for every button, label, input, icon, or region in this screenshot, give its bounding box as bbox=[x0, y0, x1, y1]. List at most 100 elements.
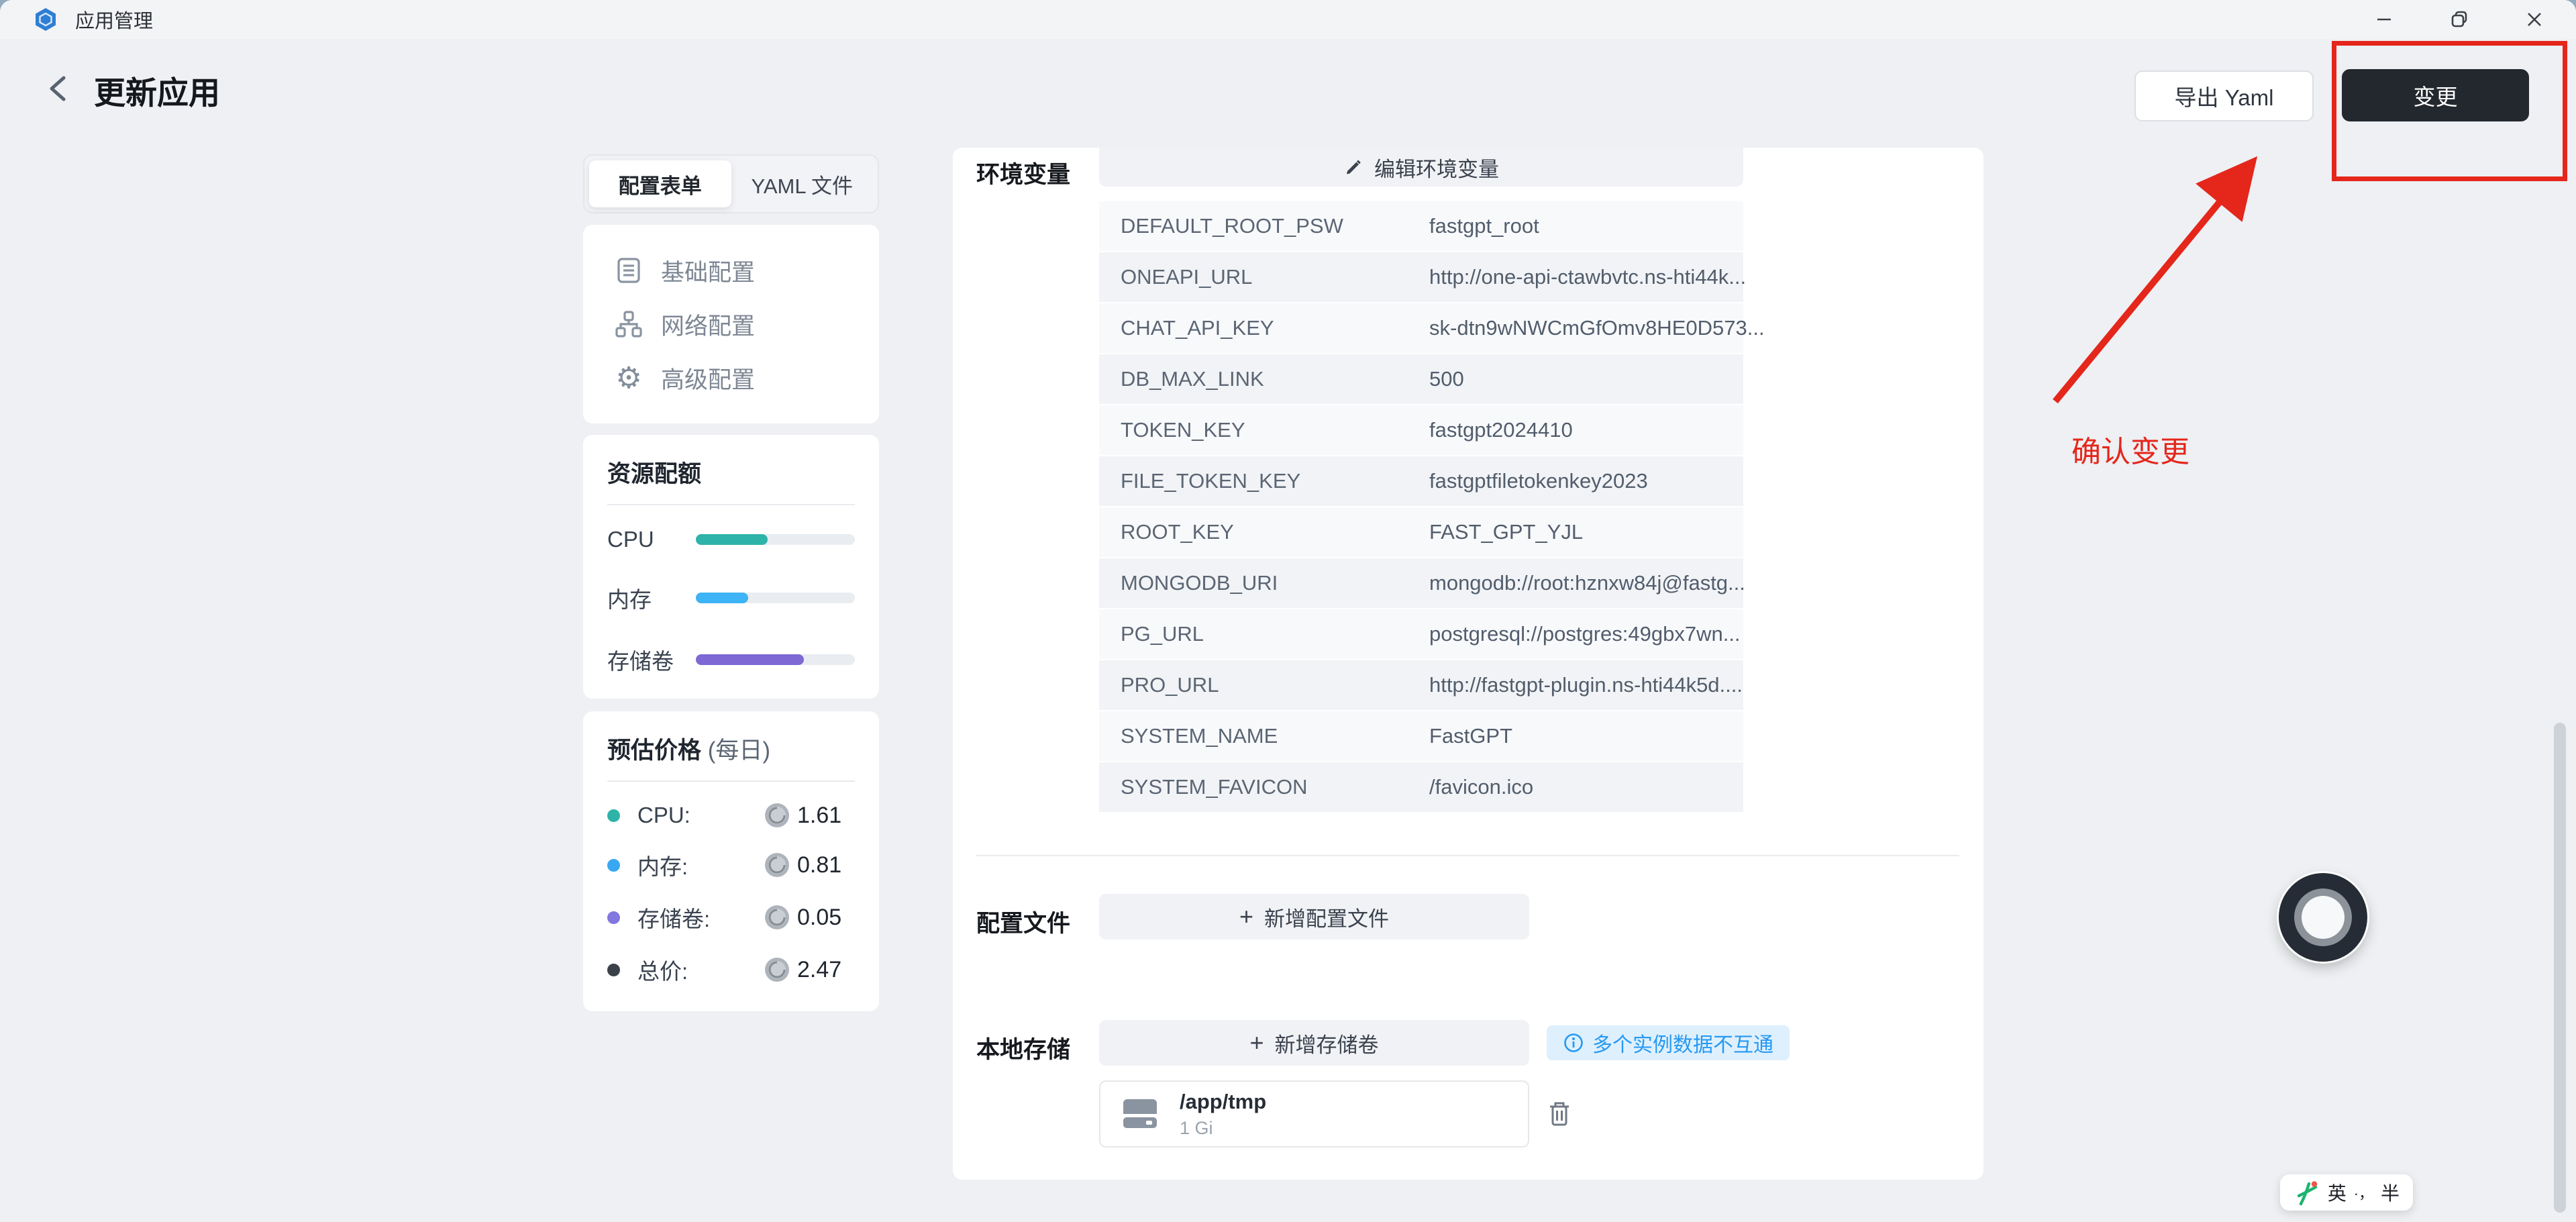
price-value: 0.05 bbox=[797, 904, 842, 930]
env-var-row: PRO_URL http://fastgpt-plugin.ns-hti44k5… bbox=[1099, 660, 1743, 710]
env-var-key: ONEAPI_URL bbox=[1121, 265, 1253, 289]
add-config-file-button[interactable]: + 新增配置文件 bbox=[1099, 894, 1529, 939]
apply-changes-button[interactable]: 变更 bbox=[2342, 69, 2529, 121]
quota-bar-track bbox=[696, 654, 855, 665]
local-storage-label: 本地存储 bbox=[976, 1037, 1071, 1063]
edit-pencil-icon bbox=[1347, 160, 1361, 174]
price-dot-icon bbox=[607, 858, 620, 872]
info-icon bbox=[1564, 1033, 1583, 1052]
config-files-section: 配置文件 + 新增配置文件 bbox=[953, 894, 1983, 939]
ime-language-toggle[interactable]: 英 bbox=[2327, 1183, 2347, 1204]
env-var-key: SYSTEM_NAME bbox=[1121, 724, 1278, 748]
coin-icon bbox=[765, 803, 789, 827]
gear-icon: ⚙ bbox=[615, 361, 642, 395]
nav-item-network-config[interactable]: 网络配置 bbox=[583, 297, 879, 351]
delete-volume-button[interactable] bbox=[1545, 1099, 1574, 1129]
quota-bar-track bbox=[696, 534, 855, 545]
env-var-value: 500 bbox=[1429, 367, 1464, 391]
nav-label: 高级配置 bbox=[661, 366, 756, 393]
tab-yaml-file[interactable]: YAML 文件 bbox=[751, 174, 854, 198]
nav-label: 网络配置 bbox=[661, 313, 756, 340]
tab-config-form[interactable]: 配置表单 bbox=[589, 160, 731, 207]
env-var-row: DEFAULT_ROOT_PSW fastgpt_root bbox=[1099, 201, 1743, 251]
coin-icon bbox=[765, 958, 789, 982]
ime-punctuation-toggle[interactable]: ·， bbox=[2353, 1185, 2374, 1202]
env-var-value: postgresql://postgres:49gbx7wn... bbox=[1429, 622, 1741, 646]
ime-status-bar: 英 ·， 半 bbox=[2280, 1174, 2413, 1211]
restore-button[interactable] bbox=[2422, 0, 2497, 39]
env-var-row: ROOT_KEY FAST_GPT_YJL bbox=[1099, 507, 1743, 557]
view-mode-tabs: 配置表单 YAML 文件 bbox=[583, 154, 879, 213]
ime-logo-icon[interactable] bbox=[2294, 1179, 2320, 1206]
env-var-key: MONGODB_URI bbox=[1121, 571, 1278, 595]
ring-core bbox=[2302, 896, 2345, 939]
config-nav: 基础配置 网络配置 ⚙ 高级配置 bbox=[583, 225, 879, 423]
quota-label: CPU bbox=[607, 527, 654, 552]
page-title: 更新应用 bbox=[94, 75, 220, 111]
quota-bar-fill bbox=[696, 534, 768, 545]
price-value: 1.61 bbox=[797, 802, 842, 828]
form-icon bbox=[617, 258, 640, 283]
storage-hint-badge[interactable]: 多个实例数据不互通 bbox=[1547, 1025, 1790, 1060]
edit-env-vars-label: 编辑环境变量 bbox=[1374, 157, 1499, 181]
estimated-price-card: 预估价格 (每日) CPU: 1.61 bbox=[583, 711, 879, 1011]
quota-label: 存储卷 bbox=[607, 649, 674, 674]
coin-icon bbox=[765, 905, 789, 929]
price-label: 内存: bbox=[637, 854, 688, 879]
volume-path: /app/tmp bbox=[1180, 1089, 1267, 1113]
env-var-value: fastgpt2024410 bbox=[1429, 418, 1573, 442]
window-controls bbox=[2347, 0, 2572, 39]
env-var-value: fastgpt_root bbox=[1429, 214, 1539, 238]
ring-middle bbox=[2294, 888, 2352, 946]
price-title-text: 预估价格 bbox=[607, 737, 702, 764]
edit-env-vars-button[interactable]: 编辑环境变量 bbox=[1099, 148, 1743, 187]
titlebar: 应用管理 bbox=[0, 0, 2576, 39]
add-volume-label: 新增存储卷 bbox=[1274, 1033, 1379, 1057]
export-yaml-button[interactable]: 导出 Yaml bbox=[2134, 70, 2314, 121]
vertical-scrollbar-thumb[interactable] bbox=[2554, 723, 2566, 1213]
price-title: 预估价格 (每日) bbox=[607, 731, 855, 782]
window-title: 应用管理 bbox=[75, 11, 154, 32]
env-var-row: TOKEN_KEY fastgpt2024410 bbox=[1099, 405, 1743, 455]
env-var-key: DB_MAX_LINK bbox=[1121, 367, 1264, 391]
floating-assistant-button[interactable] bbox=[2279, 873, 2367, 962]
coin-icon bbox=[765, 853, 789, 877]
nav-item-basic-config[interactable]: 基础配置 bbox=[583, 244, 879, 297]
price-value: 2.47 bbox=[797, 956, 842, 982]
env-var-row: CHAT_API_KEY sk-dtn9wNWCmGfOmv8HE0D573..… bbox=[1099, 303, 1765, 353]
config-form-panel: 环境变量 编辑环境变量 DEFAULT_ROOT_PSW fastgpt_roo… bbox=[953, 148, 1983, 1180]
price-label: 存储卷: bbox=[637, 907, 711, 931]
env-var-row: PG_URL postgresql://postgres:49gbx7wn... bbox=[1099, 609, 1743, 659]
env-vars-section: 环境变量 编辑环境变量 DEFAULT_ROOT_PSW fastgpt_roo… bbox=[953, 148, 1983, 813]
price-label: CPU: bbox=[637, 803, 690, 827]
ime-width-toggle[interactable]: 半 bbox=[2380, 1183, 2400, 1204]
env-var-row: MONGODB_URI mongodb://root:hznxw84j@fast… bbox=[1099, 558, 1745, 608]
env-var-key: CHAT_API_KEY bbox=[1121, 316, 1274, 340]
env-var-value: FAST_GPT_YJL bbox=[1429, 520, 1584, 544]
quota-bar-fill bbox=[696, 593, 749, 603]
trash-icon bbox=[1550, 1102, 1569, 1126]
price-dot-icon bbox=[607, 911, 620, 924]
network-icon bbox=[615, 311, 642, 338]
env-vars-label: 环境变量 bbox=[976, 162, 1071, 188]
env-var-key: TOKEN_KEY bbox=[1121, 418, 1245, 442]
close-button[interactable] bbox=[2497, 0, 2572, 39]
nav-item-advanced-config[interactable]: ⚙ 高级配置 bbox=[583, 351, 879, 405]
add-volume-button[interactable]: + 新增存储卷 bbox=[1099, 1020, 1529, 1066]
hard-drive-icon bbox=[1123, 1099, 1157, 1128]
plus-icon: + bbox=[1239, 903, 1254, 930]
price-rows: CPU: 1.61 内存: bbox=[607, 802, 855, 986]
volume-size: 1 Gi bbox=[1180, 1117, 1213, 1138]
minimize-button[interactable] bbox=[2347, 0, 2422, 39]
volume-card[interactable]: /app/tmp 1 Gi bbox=[1099, 1080, 1529, 1148]
env-var-value: http://fastgpt-plugin.ns-hti44k5d.... bbox=[1429, 673, 1743, 697]
env-var-value: fastgptfiletokenkey2023 bbox=[1429, 469, 1648, 493]
env-var-key: ROOT_KEY bbox=[1121, 520, 1234, 544]
env-var-row: SYSTEM_FAVICON /favicon.ico bbox=[1099, 762, 1743, 812]
price-dot-icon bbox=[607, 809, 620, 822]
resource-quota-card: 资源配额 CPU 内存 bbox=[583, 435, 879, 699]
env-var-row: ONEAPI_URL http://one-api-ctawbvtc.ns-ht… bbox=[1099, 252, 1746, 302]
back-button[interactable] bbox=[42, 71, 76, 106]
quota-label: 内存 bbox=[607, 587, 652, 612]
